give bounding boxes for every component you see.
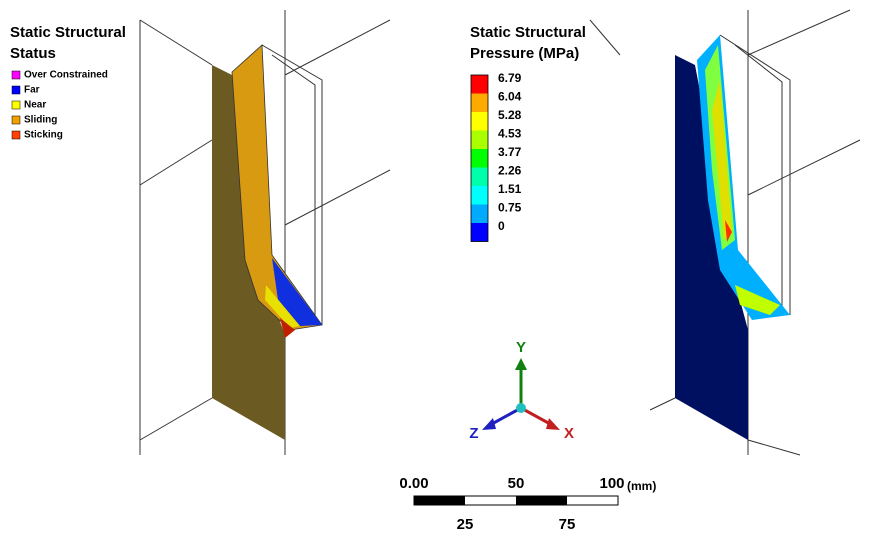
scale-bar-segment <box>414 496 465 505</box>
pressure-swatch <box>471 186 488 205</box>
pressure-swatch <box>471 131 488 150</box>
pressure-label: 6.04 <box>498 90 522 104</box>
scale-label: 0.00 <box>399 475 428 492</box>
pressure-label: 1.51 <box>498 182 522 196</box>
triad-origin <box>516 403 526 413</box>
triad-x-axis <box>521 408 552 425</box>
viewport: Y X Z 0.00 50 100 (mm) 25 75 Static Stru… <box>0 0 885 542</box>
pressure-title: Static Structural <box>470 24 586 41</box>
status-label: Sliding <box>24 115 57 126</box>
pressure-label: 6.79 <box>498 71 522 85</box>
triad-z-head <box>482 418 496 430</box>
scale-bar-segment <box>516 496 567 505</box>
triad-x-head <box>546 418 560 430</box>
status-label: Sticking <box>24 130 63 141</box>
triad-x-label: X <box>564 425 574 442</box>
triad-y-head <box>515 358 527 370</box>
status-swatch <box>12 86 20 94</box>
pressure-swatch <box>471 168 488 187</box>
pressure-swatch <box>471 112 488 131</box>
triad-z-axis <box>490 408 521 425</box>
scale-unit: (mm) <box>627 479 656 493</box>
pressure-swatch <box>471 223 488 242</box>
pressure-label: 0.75 <box>498 201 522 215</box>
triad-z-label: Z <box>469 425 478 442</box>
status-label: Far <box>24 85 40 96</box>
pressure-label: 3.77 <box>498 145 522 159</box>
status-swatch <box>12 71 20 79</box>
triad-y-label: Y <box>516 339 526 356</box>
pressure-swatch <box>471 205 488 224</box>
status-swatch <box>12 131 20 139</box>
pressure-title: Pressure (MPa) <box>470 45 579 62</box>
pressure-label: 0 <box>498 219 505 233</box>
pressure-label: 4.53 <box>498 127 522 141</box>
status-swatch <box>12 101 20 109</box>
pressure-swatch <box>471 94 488 113</box>
status-swatch <box>12 116 20 124</box>
status-label: Over Constrained <box>24 70 108 81</box>
pressure-swatch <box>471 149 488 168</box>
scale-label: 25 <box>457 516 474 533</box>
pressure-swatch <box>471 75 488 94</box>
status-title: Status <box>10 45 56 62</box>
pressure-label: 5.28 <box>498 108 522 122</box>
pressure-label: 2.26 <box>498 164 522 178</box>
status-title: Static Structural <box>10 24 126 41</box>
scale-label: 100 <box>599 475 624 492</box>
scale-label: 75 <box>559 516 576 533</box>
status-label: Near <box>24 100 46 111</box>
scale-label: 50 <box>508 475 525 492</box>
